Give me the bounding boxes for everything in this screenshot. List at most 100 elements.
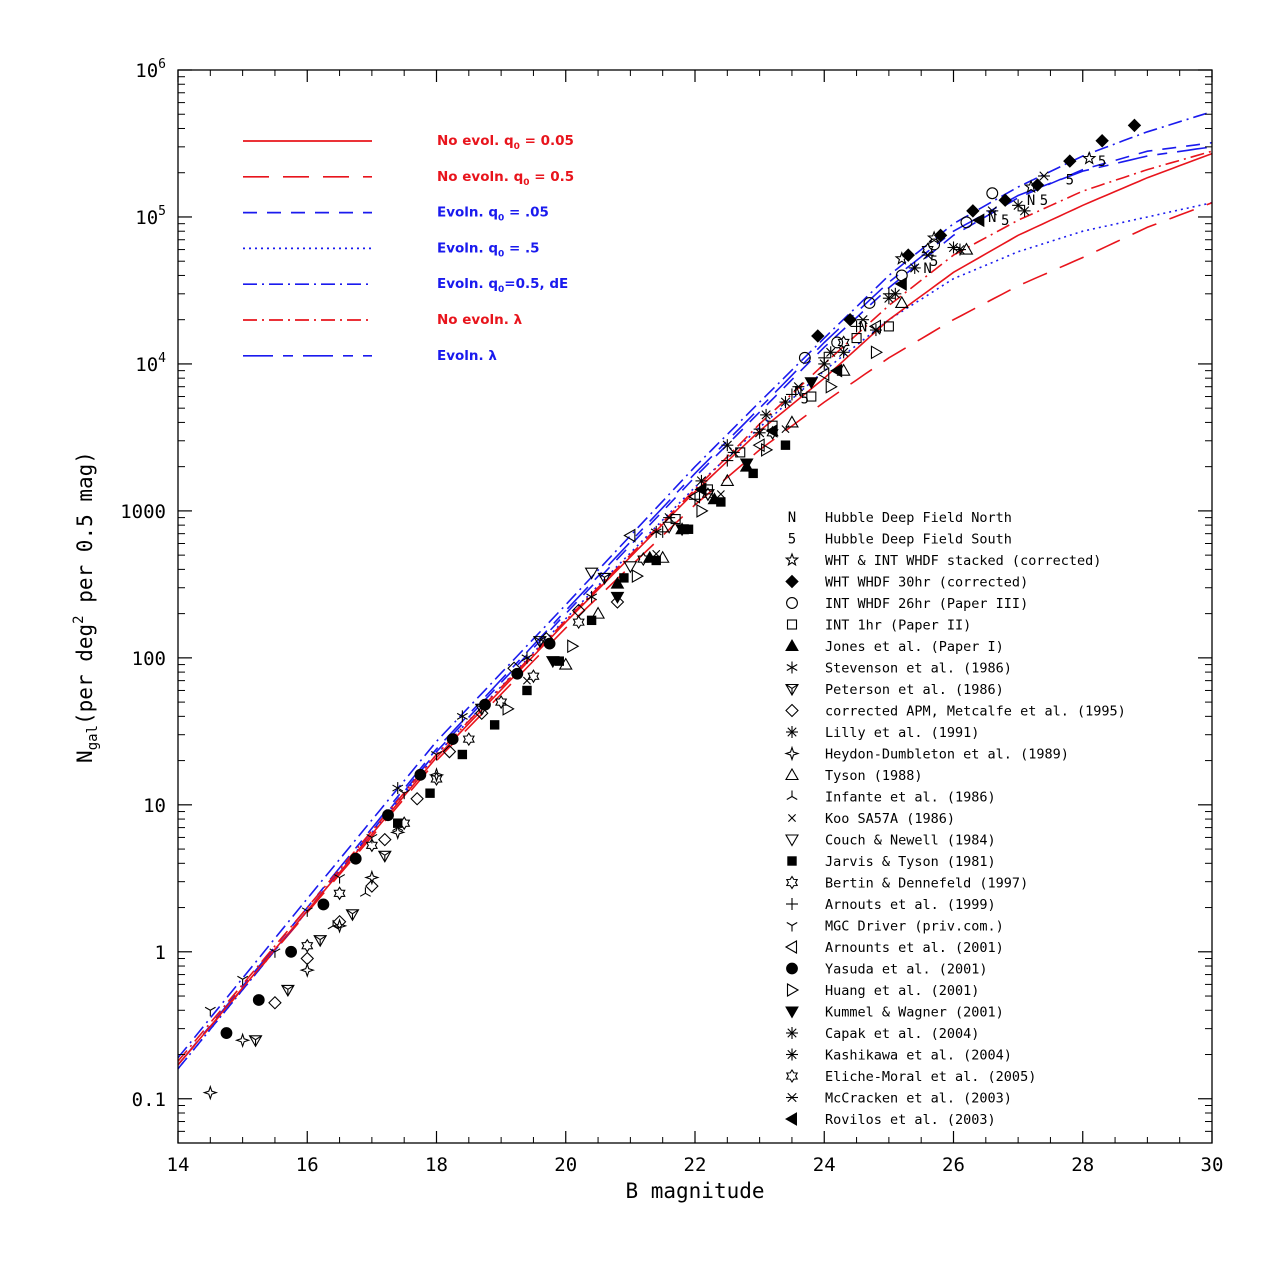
- data-point-14: [716, 490, 725, 499]
- legend-marker-25: [786, 1048, 798, 1061]
- data-point-21: [285, 945, 297, 958]
- data-point-12: [894, 295, 909, 308]
- legend-dataset-label-9: corrected APM, Metcalfe et al. (1995): [825, 704, 1126, 720]
- data-point-17: [495, 695, 508, 710]
- legend-marker-3: [785, 574, 799, 589]
- data-point-9: [442, 744, 457, 759]
- data-point-28: [830, 363, 843, 378]
- data-point-13: [359, 887, 371, 897]
- data-point-21: [252, 994, 265, 1006]
- legend-dataset-label-3: WHT WHDF 30hr (corrected): [825, 575, 1028, 591]
- data-point-16: [586, 615, 597, 626]
- x-tick-label: 22: [684, 1154, 707, 1176]
- data-point-24: [889, 287, 902, 300]
- x-tick-label: 30: [1201, 1154, 1224, 1176]
- data-point-17: [462, 732, 475, 747]
- legend-marker-1: 5: [788, 532, 796, 548]
- data-point-26: [637, 552, 650, 567]
- legend-dataset-label-28: Rovilos et al. (2003): [825, 1112, 996, 1128]
- legend-dataset-label-11: Heydon-Dumbleton et al. (1989): [825, 747, 1069, 763]
- data-point-7: [456, 710, 468, 723]
- legend-dataset-label-10: Lilly et al. (1991): [825, 725, 979, 741]
- legend-dataset-label-2: WHT & INT WHDF stacked (corrected): [825, 553, 1101, 569]
- model-line-1: [177, 201, 1213, 1066]
- legend-dataset-label-14: Koo SA57A (1986): [825, 811, 955, 827]
- data-point-9: [378, 832, 392, 847]
- svg-text:5: 5: [1040, 193, 1048, 209]
- data-point-19: [398, 789, 410, 800]
- data-point-8: [248, 1035, 263, 1048]
- data-point-3: [966, 204, 980, 218]
- legend-marker-0: N: [788, 510, 796, 526]
- legend-line-label-2: Evoln. q0 = .05: [437, 205, 549, 224]
- data-point-25: [947, 241, 960, 254]
- svg-text:5: 5: [1098, 154, 1106, 170]
- data-point-15: [584, 567, 599, 580]
- svg-text:N: N: [923, 261, 931, 277]
- legend-marker-24: [786, 1027, 798, 1039]
- data-point-0: N: [794, 384, 802, 400]
- data-point-27: [857, 315, 870, 325]
- data-point-0: N: [1027, 193, 1035, 209]
- data-point-24: [760, 408, 773, 421]
- data-point-25: [818, 357, 831, 370]
- data-point-1: 5: [1001, 213, 1009, 229]
- data-point-9: [365, 879, 379, 893]
- data-point-19: [366, 833, 378, 844]
- data-point-9: [268, 995, 282, 1010]
- data-point-1: 5: [1066, 172, 1074, 188]
- data-point-20: [817, 367, 830, 382]
- data-point-12: [720, 473, 735, 486]
- data-point-23: [545, 656, 560, 669]
- data-point-21: [479, 698, 491, 711]
- x-axis: 14 16 18 20 22 24 26 28 30: [167, 70, 1224, 1176]
- legend-marker-13: [786, 790, 798, 800]
- data-point-1: 5: [930, 254, 938, 270]
- data-point-27: [921, 250, 934, 260]
- data-point-18: [656, 525, 669, 538]
- x-axis-title: B magnitude: [625, 1179, 764, 1203]
- svg-text:5: 5: [930, 254, 938, 270]
- data-point-16: [425, 788, 435, 798]
- legend-dataset-label-27: McCracken et al. (2003): [825, 1091, 1012, 1107]
- legend-dataset-label-1: Hubble Deep Field South: [825, 532, 1012, 548]
- x-tick-label: 28: [1071, 1154, 1094, 1176]
- model-line-6: [177, 146, 1213, 1066]
- data-point-10: [837, 346, 850, 359]
- data-point-3: [1095, 134, 1109, 148]
- x-tick-label: 16: [296, 1154, 319, 1176]
- data-point-23: [739, 458, 754, 471]
- legend-dataset-label-7: Stevenson et al. (1986): [825, 661, 1012, 677]
- data-point-20: [687, 489, 701, 504]
- data-point-7: [392, 782, 404, 795]
- data-point-23: [610, 591, 625, 604]
- legend-marker-11: [784, 745, 800, 762]
- data-point-3: [1127, 118, 1142, 133]
- data-point-28: [972, 213, 985, 228]
- y-tick-label: 105: [135, 204, 166, 229]
- x-tick-label: 14: [167, 1154, 190, 1176]
- data-point-9: [410, 791, 424, 806]
- x-tick-label: 24: [813, 1154, 836, 1176]
- data-point-17: [301, 938, 314, 953]
- data-point-9: [474, 706, 489, 721]
- data-point-13: [327, 919, 339, 930]
- svg-text:5: 5: [1001, 213, 1009, 229]
- legend-marker-10: [786, 726, 798, 738]
- data-point-27: [986, 206, 999, 216]
- legend-line-label-5: No evoln. λ: [437, 312, 523, 328]
- legend-marker-5: [786, 619, 798, 630]
- data-point-4: [831, 336, 844, 349]
- y-tick-label: 1: [155, 942, 166, 964]
- data-point-10: [779, 396, 792, 409]
- legend-dataset-label-21: Yasuda et al. (2001): [825, 962, 988, 978]
- data-point-16: [748, 468, 758, 479]
- data-point-3: [933, 228, 948, 243]
- data-point-4: [960, 216, 973, 229]
- y-tick-label: 100: [132, 648, 166, 670]
- data-point-21: [543, 637, 556, 650]
- svg-text:N: N: [788, 510, 796, 526]
- data-point-3: [901, 248, 915, 262]
